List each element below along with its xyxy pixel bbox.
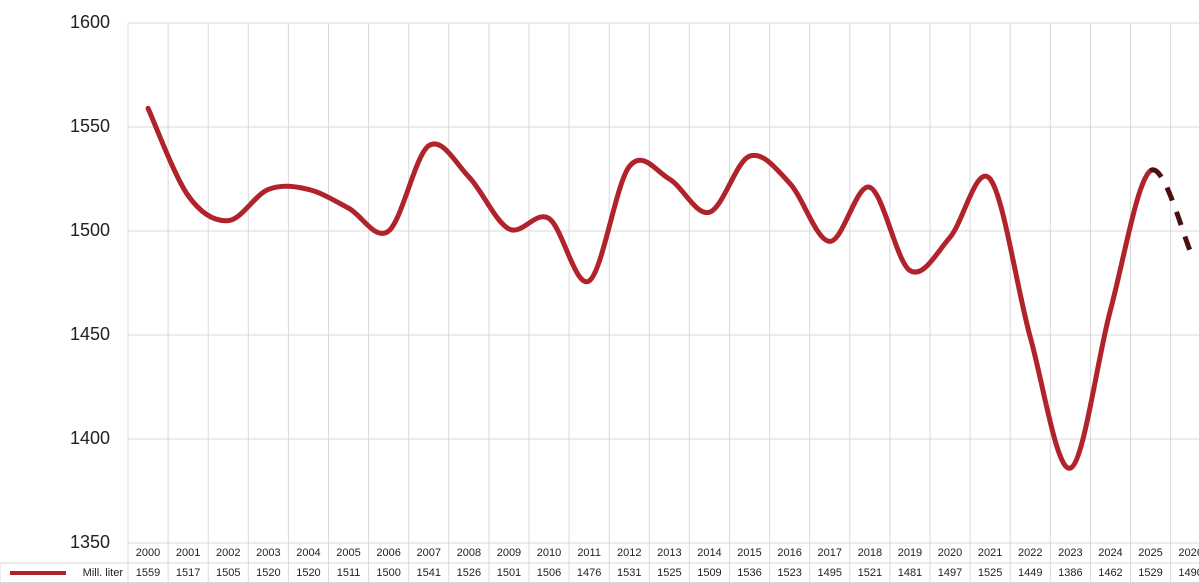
table-value: 1511 <box>337 567 361 579</box>
x-tick-label: 2002 <box>216 547 240 559</box>
table-value: 1521 <box>858 567 882 579</box>
x-tick-label: 2018 <box>858 547 882 559</box>
x-tick-label: 2019 <box>898 547 922 559</box>
table-value: 1517 <box>176 567 200 579</box>
x-tick-label: 2006 <box>376 547 400 559</box>
x-tick-label: 2008 <box>457 547 481 559</box>
x-tick-label: 2015 <box>737 547 761 559</box>
table-value: 1536 <box>737 567 761 579</box>
x-tick-label: 2026 <box>1178 547 1199 559</box>
table-value: 1490 <box>1178 567 1199 579</box>
x-tick-label: 2016 <box>777 547 801 559</box>
x-tick-label: 2007 <box>417 547 441 559</box>
table-value: 1520 <box>256 567 280 579</box>
table-value: 1529 <box>1138 567 1162 579</box>
x-tick-label: 2013 <box>657 547 681 559</box>
table-value: 1476 <box>577 567 601 579</box>
table-value: 1559 <box>136 567 160 579</box>
table-value: 1386 <box>1058 567 1082 579</box>
table-value: 1531 <box>617 567 641 579</box>
x-tick-label: 2021 <box>978 547 1002 559</box>
forecast-line <box>1149 167 1193 253</box>
table-value: 1525 <box>657 567 681 579</box>
table-value: 1501 <box>497 567 521 579</box>
x-tick-label: 2005 <box>336 547 360 559</box>
line <box>145 105 1154 471</box>
x-tick-label: 2004 <box>296 547 320 559</box>
table-value: 1495 <box>818 567 842 579</box>
table-value: 1481 <box>898 567 922 579</box>
table-value: 1523 <box>777 567 801 579</box>
x-tick-label: 2023 <box>1058 547 1082 559</box>
x-tick-label: 2001 <box>176 547 200 559</box>
table-value: 1525 <box>978 567 1002 579</box>
table-value: 1449 <box>1018 567 1042 579</box>
legend-label: Mill. liter <box>83 567 124 579</box>
y-tick-label: 1400 <box>70 428 110 448</box>
table-value: 1505 <box>216 567 240 579</box>
table-value: 1462 <box>1098 567 1122 579</box>
x-tick-label: 2009 <box>497 547 521 559</box>
table-value: 1520 <box>296 567 320 579</box>
table-value: 1509 <box>697 567 721 579</box>
table-value: 1541 <box>417 567 441 579</box>
y-tick-label: 1500 <box>70 220 110 240</box>
x-tick-label: 2010 <box>537 547 561 559</box>
table-value: 1506 <box>537 567 561 579</box>
x-tick-label: 2011 <box>577 547 601 559</box>
x-tick-label: 2012 <box>617 547 641 559</box>
x-tick-label: 2000 <box>136 547 160 559</box>
x-tick-label: 2025 <box>1138 547 1162 559</box>
table-value: 1497 <box>938 567 962 579</box>
table-value: 1526 <box>457 567 481 579</box>
y-tick-label: 1450 <box>70 324 110 344</box>
y-tick-label: 1550 <box>70 116 110 136</box>
x-tick-label: 2024 <box>1098 547 1122 559</box>
x-tick-label: 2003 <box>256 547 280 559</box>
y-tick-label: 1350 <box>70 532 110 552</box>
table-value: 1500 <box>376 567 400 579</box>
x-tick-label: 2022 <box>1018 547 1042 559</box>
x-tick-label: 2014 <box>697 547 721 559</box>
x-tick-label: 2020 <box>938 547 962 559</box>
x-tick-label: 2017 <box>818 547 842 559</box>
y-tick-label: 1600 <box>70 12 110 32</box>
